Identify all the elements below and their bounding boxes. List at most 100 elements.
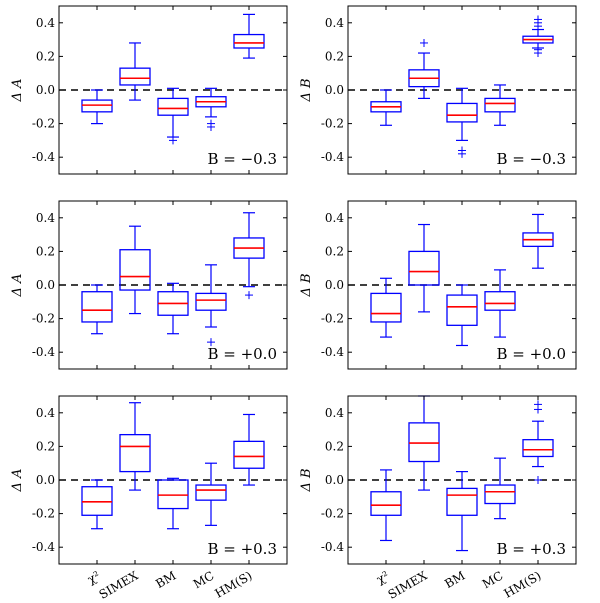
box-SIMEX [408, 395, 440, 491]
iqr-box [484, 97, 516, 113]
outlier-marker [169, 136, 177, 145]
outlier-marker [534, 476, 542, 484]
y-tick-label: 0.0 [36, 83, 55, 97]
y-tick-label: 0.2 [325, 439, 344, 453]
outlier-marker [207, 338, 215, 347]
y-tick-label: 0.4 [36, 406, 55, 420]
box-BM [446, 87, 478, 158]
y-tick-label: -0.4 [321, 540, 345, 554]
iqr-box [484, 484, 516, 505]
panel-2: 0.4 0.2 0.0 -0.2 -0.4 Δ B B = −0.3 [299, 5, 577, 175]
y-tick-label: 0.2 [325, 49, 344, 63]
box-SIMEX [408, 38, 440, 100]
outlier-marker [534, 45, 542, 54]
panel-annotation: B = −0.3 [496, 150, 566, 168]
y-axis-label: Δ A [10, 469, 25, 493]
iqr-box [81, 486, 113, 516]
y-tick-label: 0.4 [36, 211, 55, 225]
outlier-marker [245, 291, 253, 300]
y-tick-label: 0.2 [36, 244, 55, 258]
iqr-box [446, 294, 478, 326]
iqr-box [195, 484, 227, 501]
y-tick-label: -0.2 [32, 507, 55, 521]
y-tick-label: 0.0 [325, 278, 344, 292]
outlier-marker [534, 15, 542, 24]
box-MC [484, 84, 516, 126]
iqr-box [370, 491, 402, 516]
iqr-box [408, 250, 440, 286]
y-tick-label: 0.2 [36, 49, 55, 63]
y-axis-label: Δ B [299, 273, 314, 297]
y-axis-label: Δ B [299, 78, 314, 102]
iqr-box [81, 99, 113, 113]
y-tick-label: -0.2 [32, 117, 55, 131]
box-HM(S) [233, 212, 265, 300]
outlier-marker [420, 38, 428, 47]
panel-4: 0.4 0.2 0.0 -0.2 -0.4 Δ B B = +0.0 [299, 200, 577, 370]
y-tick-label: 0.0 [36, 473, 55, 487]
panel-annotation: B = +0.0 [207, 345, 277, 363]
x-category-label: HM(S) [213, 568, 255, 600]
box-χ² [370, 469, 402, 542]
x-category-label: BM [442, 568, 467, 591]
iqr-box [446, 487, 478, 516]
box-SIMEX [119, 42, 151, 101]
panel-annotation: B = +0.3 [496, 540, 566, 558]
y-tick-label: -0.4 [32, 150, 56, 164]
iqr-box [484, 291, 516, 311]
y-tick-label: 0.2 [36, 439, 55, 453]
y-tick-label: -0.4 [321, 150, 345, 164]
iqr-box [119, 67, 151, 86]
iqr-box [157, 97, 189, 116]
iqr-box [446, 102, 478, 123]
iqr-box [195, 292, 227, 311]
iqr-box [370, 292, 402, 323]
y-tick-label: -0.2 [32, 312, 55, 326]
box-MC [195, 462, 227, 526]
panel-annotation: B = −0.3 [207, 150, 277, 168]
panel-annotation: B = +0.0 [496, 345, 566, 363]
box-BM [446, 471, 478, 552]
y-axis-label: Δ A [10, 274, 25, 298]
y-tick-label: -0.4 [32, 540, 56, 554]
y-tick-label: -0.4 [32, 345, 56, 359]
y-tick-label: 0.2 [325, 244, 344, 258]
box-HM(S) [522, 400, 554, 484]
box-SIMEX [119, 402, 151, 491]
box-χ² [81, 479, 113, 530]
box-HM(S) [233, 413, 265, 486]
x-category-label: SIMEX [386, 568, 430, 602]
box-SIMEX [119, 225, 151, 315]
iqr-box [119, 433, 151, 473]
outlier-marker [458, 149, 466, 158]
box-MC [195, 264, 227, 347]
box-MC [484, 269, 516, 338]
y-tick-label: 0.0 [325, 473, 344, 487]
y-tick-label: 0.4 [36, 16, 55, 30]
box-χ² [370, 277, 402, 338]
x-category-label: HM(S) [502, 568, 544, 600]
iqr-box [233, 440, 265, 469]
outlier-marker [534, 400, 542, 409]
iqr-box [157, 479, 189, 510]
y-tick-label: -0.4 [321, 345, 345, 359]
y-tick-label: -0.2 [321, 117, 344, 131]
iqr-box [408, 422, 440, 463]
box-MC [484, 457, 516, 520]
box-HM(S) [233, 13, 265, 59]
y-tick-label: 0.4 [325, 406, 344, 420]
iqr-box [233, 33, 265, 49]
y-tick-label: -0.2 [321, 507, 344, 521]
x-category-label: χ² [85, 568, 103, 586]
box-χ² [81, 89, 113, 125]
box-BM [446, 284, 478, 347]
box-HM(S) [522, 15, 554, 58]
x-category-label: BM [153, 568, 178, 591]
box-MC [195, 87, 227, 131]
y-axis-label: Δ A [10, 79, 25, 103]
y-tick-label: 0.0 [36, 278, 55, 292]
panel-annotation: B = +0.3 [207, 540, 277, 558]
